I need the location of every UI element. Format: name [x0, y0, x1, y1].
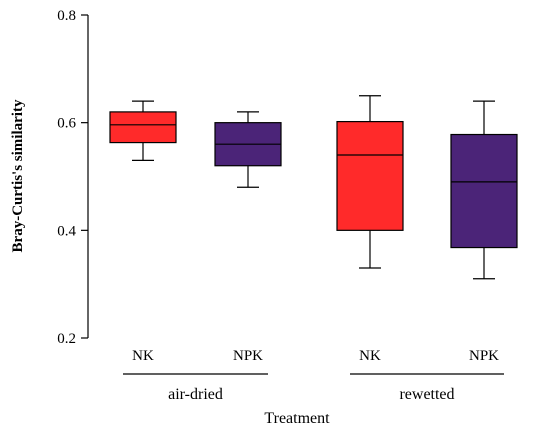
group-labels: air-dried rewetted — [123, 373, 504, 403]
x-tick-label: NK — [132, 348, 154, 364]
boxes — [109, 95, 518, 280]
y-ticks: 0.2 0.4 0.6 0.8 — [57, 8, 88, 347]
x-tick-labels: NK NPK NK NPK — [132, 348, 499, 364]
x-axis-label: Treatment — [264, 410, 330, 427]
group-label: air-dried — [168, 386, 223, 403]
y-axis-label: Bray-Curtis's similarity — [10, 99, 26, 252]
iqr-box — [450, 133, 518, 249]
x-tick-label: NPK — [233, 348, 263, 364]
box-4 — [450, 100, 518, 280]
group-label: rewetted — [399, 386, 454, 403]
iqr-box — [336, 120, 404, 231]
box-2 — [214, 111, 282, 188]
y-tick-label: 0.4 — [57, 223, 76, 239]
box-3 — [336, 95, 404, 269]
y-tick-label: 0.2 — [57, 331, 76, 347]
y-tick-label: 0.8 — [57, 8, 76, 24]
x-tick-label: NPK — [469, 348, 499, 364]
iqr-box — [109, 111, 177, 144]
box-1 — [109, 100, 177, 161]
x-tick-label: NK — [359, 348, 381, 364]
y-tick-label: 0.6 — [57, 116, 76, 132]
